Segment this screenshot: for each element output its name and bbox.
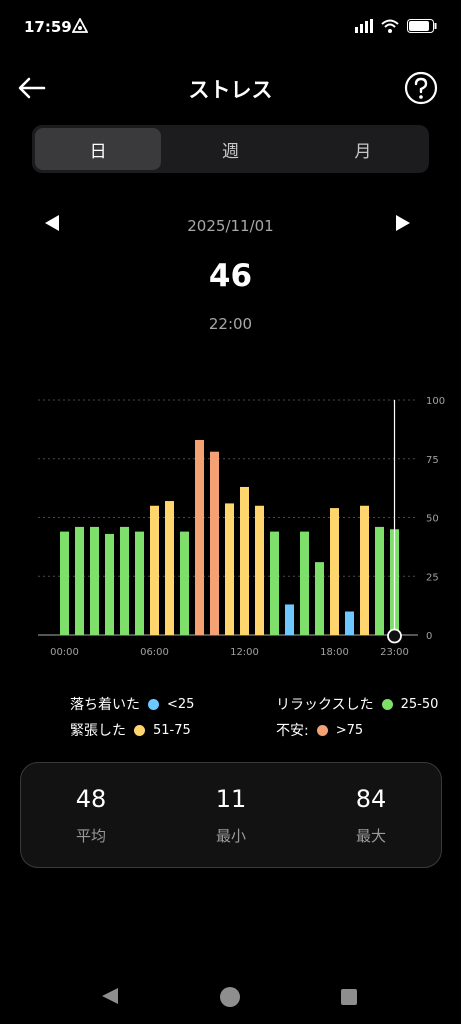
stat-average: 48 平均 xyxy=(21,763,161,867)
bar[interactable] xyxy=(105,533,114,635)
system-back-button[interactable] xyxy=(100,986,120,1010)
bar[interactable] xyxy=(225,503,234,635)
bar[interactable] xyxy=(285,604,294,635)
tab-day[interactable]: 日 xyxy=(35,128,162,170)
legend-anxious-dot xyxy=(316,724,328,736)
legend-tense-range: 51-75 xyxy=(153,722,191,738)
legend-tense-dot xyxy=(134,724,145,736)
y-tick-label: 75 xyxy=(426,455,439,466)
y-tick-label: 0 xyxy=(426,631,432,642)
legend-tense-label: 緊張した xyxy=(70,723,126,739)
legend-calm: リラックスした 25-50 xyxy=(276,694,438,714)
bar[interactable] xyxy=(90,526,99,635)
selection-cursor-handle xyxy=(387,628,402,644)
help-button[interactable] xyxy=(403,70,439,106)
bar[interactable] xyxy=(210,451,219,635)
legend: 落ち着いた <25 リラックスした 25-50 緊張した 51-75 不安: >… xyxy=(0,690,461,750)
nav-back-triangle-icon xyxy=(102,988,118,1004)
legend-relaxed-label: 落ち着いた xyxy=(70,697,140,713)
back-arrow-icon xyxy=(18,77,46,99)
bar[interactable] xyxy=(60,531,69,635)
date-navigator: 2025/11/01 xyxy=(0,210,461,242)
y-tick-label: 50 xyxy=(426,514,439,525)
bar[interactable] xyxy=(165,501,174,635)
bar[interactable] xyxy=(195,439,204,635)
bar[interactable] xyxy=(150,505,159,635)
x-tick-label: 06:00 xyxy=(140,647,169,658)
system-nav-bar xyxy=(0,970,461,1024)
triangle-right-icon xyxy=(396,215,410,231)
stat-average-label: 平均 xyxy=(75,827,106,845)
x-tick-label: 18:00 xyxy=(320,647,349,658)
bar[interactable] xyxy=(75,526,84,635)
x-tick-label: 12:00 xyxy=(230,647,259,658)
x-tick-label: 23:00 xyxy=(380,647,409,658)
stat-minimum: 11 最小 xyxy=(161,763,301,867)
question-circle-icon xyxy=(404,71,438,105)
signal-icon xyxy=(355,18,373,37)
stress-bar-chart[interactable]: 100 75 50 25 0 00:00 06:00 12:00 18:00 23:00 xyxy=(0,385,461,670)
wifi-icon xyxy=(381,18,399,37)
bar[interactable] xyxy=(120,526,129,635)
page-title: ストレス xyxy=(188,78,273,102)
legend-anxious-range: >75 xyxy=(335,722,364,738)
battery-icon xyxy=(407,18,437,37)
bar[interactable] xyxy=(180,531,189,635)
stat-minimum-value: 11 xyxy=(215,785,247,813)
legend-calm-dot xyxy=(381,698,393,710)
legend-relaxed-range: <25 xyxy=(167,696,195,712)
bar[interactable] xyxy=(300,531,309,635)
selected-stress-value: 46 xyxy=(208,258,253,294)
app-bar: ストレス xyxy=(0,60,461,116)
tab-week[interactable]: 週 xyxy=(221,141,239,162)
bar[interactable] xyxy=(240,486,249,635)
period-tabs: 日 週 月 xyxy=(32,125,429,173)
status-bar: 17:59 xyxy=(0,0,461,56)
legend-calm-label: リラックスした xyxy=(276,697,374,713)
stat-maximum: 84 最大 xyxy=(301,763,441,867)
stat-minimum-label: 最小 xyxy=(215,827,246,845)
status-icons xyxy=(355,18,437,37)
bar[interactable] xyxy=(255,505,264,635)
system-home-button[interactable] xyxy=(220,987,240,1007)
legend-anxious: 不安: >75 xyxy=(276,720,363,740)
bar[interactable] xyxy=(360,505,369,635)
stat-maximum-value: 84 xyxy=(355,785,387,813)
bar[interactable] xyxy=(345,611,354,636)
stats-card: 48 平均 11 最小 84 最大 xyxy=(20,762,442,868)
next-day-button[interactable] xyxy=(395,214,417,238)
status-time: 17:59 xyxy=(24,18,72,36)
bar[interactable] xyxy=(330,508,339,635)
legend-anxious-label: 不安: xyxy=(276,723,309,739)
legend-relaxed-dot xyxy=(148,698,159,710)
y-tick-label: 25 xyxy=(426,572,439,583)
y-tick-label: 100 xyxy=(426,396,445,407)
selected-time: 22:00 xyxy=(208,315,253,333)
back-button[interactable] xyxy=(14,70,50,106)
previous-day-button[interactable] xyxy=(44,214,66,238)
bar[interactable] xyxy=(270,531,279,635)
bar[interactable] xyxy=(375,526,384,635)
navigation-app-icon xyxy=(71,17,89,38)
bar[interactable] xyxy=(135,531,144,635)
date-label: 2025/11/01 xyxy=(187,217,274,235)
system-recents-button[interactable] xyxy=(341,989,357,1005)
stat-maximum-label: 最大 xyxy=(355,827,386,845)
bar[interactable] xyxy=(315,562,324,635)
legend-tense: 緊張した 51-75 xyxy=(70,720,191,740)
x-tick-label: 00:00 xyxy=(50,647,79,658)
tab-month[interactable]: 月 xyxy=(354,141,372,162)
stat-average-value: 48 xyxy=(75,785,107,813)
legend-relaxed: 落ち着いた <25 xyxy=(70,694,194,714)
legend-calm-range: 25-50 xyxy=(400,696,439,712)
triangle-left-icon xyxy=(45,215,59,231)
